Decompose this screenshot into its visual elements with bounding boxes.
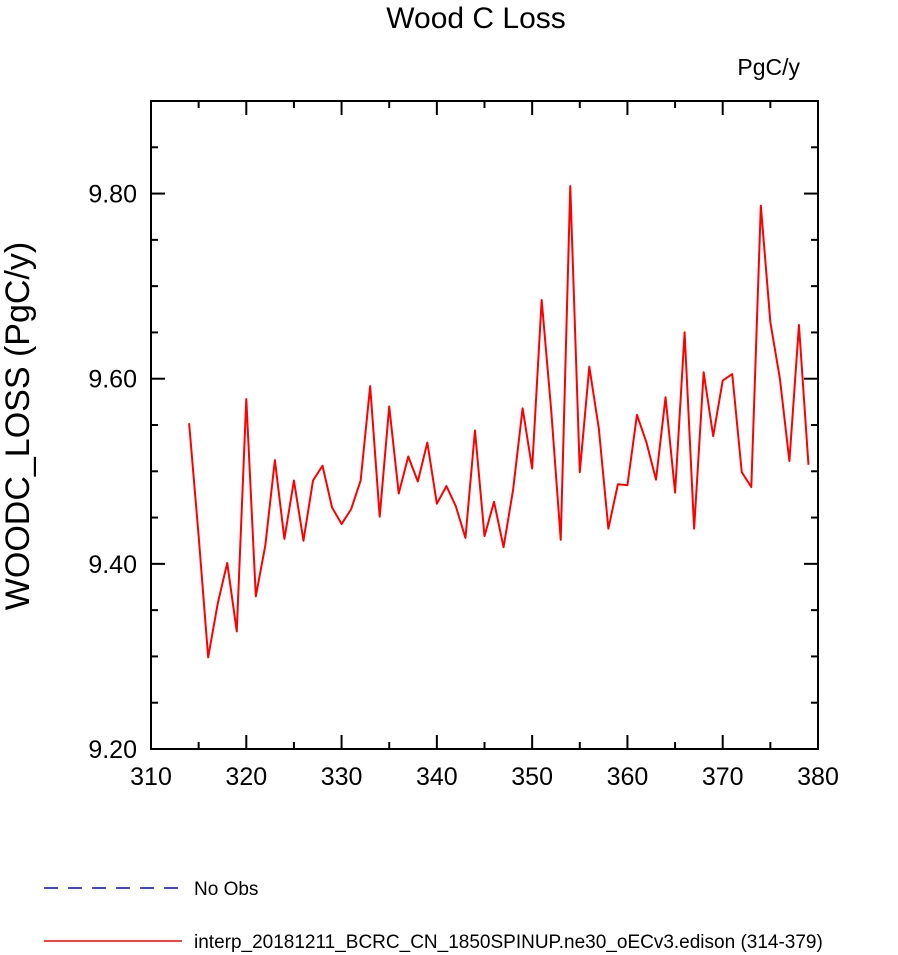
legend-label: No Obs	[194, 879, 258, 900]
y-tick-label: 9.80	[88, 181, 137, 209]
x-tick-label: 370	[702, 763, 744, 791]
x-axis-ticks: 310 320 330 340 350 360 370 380	[130, 101, 839, 791]
legend: No Obs interp_20181211_BCRC_CN_1850SPINUP…	[44, 879, 823, 953]
x-tick-label: 320	[225, 763, 267, 791]
x-tick-label: 360	[607, 763, 649, 791]
series-layer	[188, 185, 810, 659]
x-tick-label: 340	[416, 763, 458, 791]
y-tick-label: 9.40	[88, 551, 137, 579]
x-tick-label: 310	[130, 763, 172, 791]
y-axis-label: WOODC_LOSS (PgC/y)	[0, 242, 37, 610]
series-line	[188, 185, 810, 659]
x-tick-label: 350	[511, 763, 553, 791]
units-label: PgC/y	[737, 54, 800, 80]
y-axis-ticks: 9.20 9.40 9.60 9.80	[88, 100, 818, 764]
plot-frame	[150, 100, 819, 750]
x-tick-label: 380	[797, 763, 839, 791]
chart-title: Wood C Loss	[386, 2, 566, 35]
legend-label: interp_20181211_BCRC_CN_1850SPINUP.ne30_…	[194, 932, 823, 953]
x-tick-label: 330	[321, 763, 363, 791]
y-tick-label: 9.60	[88, 366, 137, 394]
y-tick-label: 9.20	[88, 736, 137, 764]
